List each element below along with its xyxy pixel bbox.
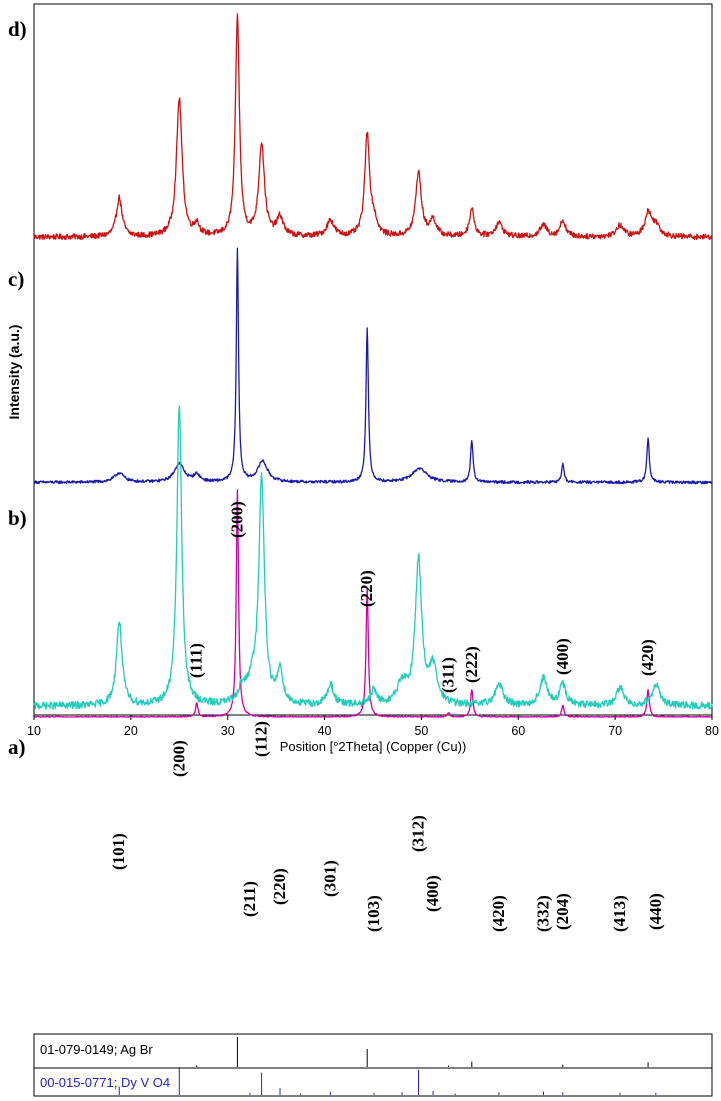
x-axis-title: Position [°2Theta] (Copper (Cu))	[280, 739, 467, 754]
miller-index-a: (220)	[270, 868, 289, 905]
miller-index-a: (112)	[252, 721, 271, 757]
x-tick-label: 20	[124, 724, 138, 738]
miller-index-a: (301)	[320, 860, 339, 897]
series-layer: d) c) b) a)	[8, 13, 713, 759]
miller-index-a: (101)	[109, 833, 128, 870]
reference-patterns: 01-079-0149; Ag Br 00-015-0771; Dy V O4	[33, 1033, 713, 1097]
miller-index-a: (200)	[169, 740, 188, 777]
plot-frame	[33, 3, 713, 716]
x-tick-label: 60	[511, 724, 525, 738]
miller-index-b: (311)	[439, 657, 458, 693]
x-tick-label: 70	[608, 724, 622, 738]
panel-label-d: d)	[8, 17, 27, 41]
x-tick-label: 50	[414, 724, 428, 738]
miller-index-a: (440)	[646, 893, 665, 930]
y-axis-title: Intensity (a.u.)	[6, 325, 22, 420]
series-line-a	[33, 405, 713, 710]
annotation-layer: (111) (200) (220) (311) (222) (400) (420) (101)…	[109, 501, 665, 932]
miller-index-a: (400)	[423, 875, 442, 912]
x-axis: 10 20 30 40 50 60 70 80	[27, 715, 719, 738]
reference-frame	[33, 1033, 713, 1097]
panel-label-c: c)	[8, 267, 24, 291]
miller-index-b: (222)	[462, 646, 481, 683]
miller-index-a: (211)	[240, 881, 259, 917]
miller-index-b: (400)	[553, 638, 572, 675]
miller-index-b: (220)	[357, 570, 376, 607]
x-tick-label: 40	[318, 724, 332, 738]
x-tick-label: 10	[27, 724, 41, 738]
series-line-c	[33, 247, 713, 485]
series-line-b	[33, 488, 713, 718]
miller-index-a: (413)	[610, 895, 629, 932]
miller-index-b: (420)	[638, 639, 657, 676]
miller-index-a: (332)	[534, 895, 553, 932]
miller-index-a: (204)	[553, 893, 572, 930]
miller-index-a: (103)	[364, 895, 383, 932]
panel-label-b: b)	[8, 506, 27, 530]
miller-index-a: (420)	[489, 895, 508, 932]
miller-index-b: (111)	[187, 643, 206, 678]
miller-index-b: (200)	[227, 501, 246, 538]
miller-index-a: (312)	[409, 815, 428, 852]
reference-label-agbr: 01-079-0149; Ag Br	[40, 1042, 153, 1057]
series-line-d	[33, 13, 713, 241]
panel-label-a: a)	[8, 735, 26, 759]
reference-label-dyvo4: 00-015-0771; Dy V O4	[40, 1075, 170, 1090]
x-tick-label: 30	[221, 724, 235, 738]
x-tick-label: 80	[705, 724, 719, 738]
